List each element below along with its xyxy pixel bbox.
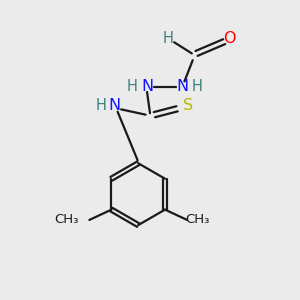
- Text: S: S: [183, 98, 193, 113]
- Text: N: N: [109, 98, 121, 113]
- Text: H: H: [162, 31, 173, 46]
- Text: H: H: [127, 79, 138, 94]
- Text: H: H: [96, 98, 107, 113]
- Text: O: O: [223, 31, 236, 46]
- Text: CH₃: CH₃: [54, 213, 78, 226]
- Text: N: N: [141, 79, 153, 94]
- Text: H: H: [192, 79, 203, 94]
- Text: N: N: [176, 79, 188, 94]
- Text: CH₃: CH₃: [185, 213, 210, 226]
